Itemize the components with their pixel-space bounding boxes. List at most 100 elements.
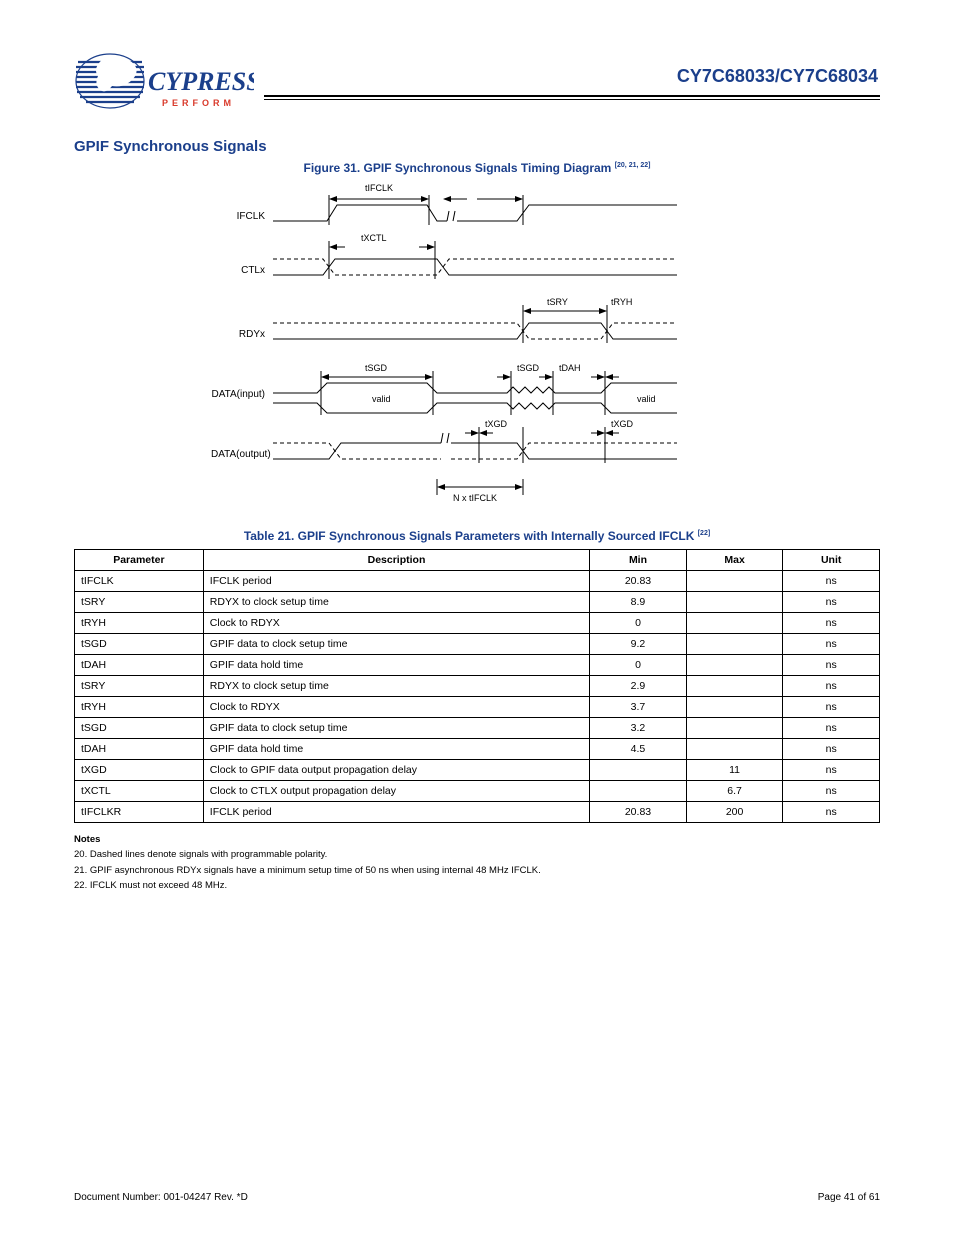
table-cell: IFCLK period bbox=[203, 571, 589, 592]
table-cell: tSGD bbox=[75, 634, 204, 655]
label-tsgd: tSGD bbox=[365, 363, 387, 373]
header-rule bbox=[264, 95, 880, 100]
label-tsry: tSRY bbox=[547, 297, 568, 307]
table-cell: 20.83 bbox=[590, 802, 687, 823]
timing-table: Parameter Description Min Max Unit tIFCL… bbox=[74, 549, 880, 823]
timing-svg: valid valid bbox=[217, 181, 737, 511]
table-cell: Clock to RDYX bbox=[203, 697, 589, 718]
signal-label-ifclk: IFCLK bbox=[211, 211, 265, 222]
table-cell: Clock to CTLX output propagation delay bbox=[203, 781, 589, 802]
table-cell: ns bbox=[783, 676, 880, 697]
table-row: tXCTLClock to CTLX output propagation de… bbox=[75, 781, 880, 802]
table-cell: GPIF data to clock setup time bbox=[203, 634, 589, 655]
label-tryh: tRYH bbox=[611, 297, 632, 307]
table-footnote-ref: [22] bbox=[698, 530, 710, 537]
footnote-20: 20. Dashed lines denote signals with pro… bbox=[74, 848, 880, 861]
label-tdah: tDAH bbox=[559, 363, 581, 373]
part-number: CY7C68033/CY7C68034 bbox=[677, 66, 878, 87]
table-header-row: Parameter Description Min Max Unit bbox=[75, 550, 880, 571]
col-unit: Unit bbox=[783, 550, 880, 571]
footnotes: Notes 20. Dashed lines denote signals wi… bbox=[74, 833, 880, 892]
table-cell: ns bbox=[783, 613, 880, 634]
table-cell bbox=[686, 592, 783, 613]
svg-text:CYPRESS: CYPRESS bbox=[148, 67, 254, 96]
table-cell: RDYX to clock setup time bbox=[203, 676, 589, 697]
signal-label-rdyx: RDYx bbox=[211, 329, 265, 340]
table-cell: tSGD bbox=[75, 718, 204, 739]
table-cell: ns bbox=[783, 718, 880, 739]
table-cell: tSRY bbox=[75, 592, 204, 613]
table-cell: GPIF data hold time bbox=[203, 739, 589, 760]
table-cell: ns bbox=[783, 634, 880, 655]
footnote-22: 22. IFCLK must not exceed 48 MHz. bbox=[74, 879, 880, 892]
table-cell bbox=[686, 718, 783, 739]
table-cell: 0 bbox=[590, 655, 687, 676]
table-cell: tIFCLK bbox=[75, 571, 204, 592]
table-cell: GPIF data to clock setup time bbox=[203, 718, 589, 739]
table-cell: tXGD bbox=[75, 760, 204, 781]
table-cell: 4.5 bbox=[590, 739, 687, 760]
table-cell bbox=[686, 739, 783, 760]
table-row: tIFCLKRIFCLK period20.83200ns bbox=[75, 802, 880, 823]
table-caption: Table 21. GPIF Synchronous Signals Param… bbox=[74, 529, 880, 543]
col-max: Max bbox=[686, 550, 783, 571]
table-cell: 3.2 bbox=[590, 718, 687, 739]
table-row: tDAHGPIF data hold time4.5 ns bbox=[75, 739, 880, 760]
label-nxtifclk: N x tIFCLK bbox=[453, 493, 497, 503]
col-description: Description bbox=[203, 550, 589, 571]
footer-doc: Document Number: 001-04247 Rev. *D bbox=[74, 1192, 248, 1203]
signal-label-datain: DATA(input) bbox=[211, 389, 265, 400]
table-cell bbox=[686, 634, 783, 655]
figure-caption: Figure 31. GPIF Synchronous Signals Timi… bbox=[74, 161, 880, 175]
cypress-logo: CYPRESS PERFORM bbox=[74, 50, 254, 124]
table-row: tDAHGPIF data hold time0 ns bbox=[75, 655, 880, 676]
label-tifclk: tIFCLK bbox=[365, 183, 393, 193]
table-cell bbox=[686, 613, 783, 634]
table-cell bbox=[590, 781, 687, 802]
table-row: tIFCLKIFCLK period20.83ns bbox=[75, 571, 880, 592]
header: CYPRESS PERFORM bbox=[74, 50, 880, 124]
svg-text:valid: valid bbox=[637, 394, 656, 404]
figure-caption-text: Figure 31. GPIF Synchronous Signals Timi… bbox=[304, 161, 612, 175]
table-cell: 200 bbox=[686, 802, 783, 823]
table-title-text: Table 21. GPIF Synchronous Signals Param… bbox=[244, 529, 695, 543]
table-cell: tIFCLKR bbox=[75, 802, 204, 823]
label-tsgd2: tSGD bbox=[517, 363, 539, 373]
label-txgd2: tXGD bbox=[611, 419, 633, 429]
signal-label-dataout: DATA(output) bbox=[211, 449, 265, 460]
table-row: tSGDGPIF data to clock setup time3.2 ns bbox=[75, 718, 880, 739]
table-cell: GPIF data hold time bbox=[203, 655, 589, 676]
table-cell: ns bbox=[783, 802, 880, 823]
figure-footnote-ref: [20, 21, 22] bbox=[615, 162, 651, 169]
table-cell: tSRY bbox=[75, 676, 204, 697]
label-txctl: tXCTL bbox=[361, 233, 387, 243]
table-cell bbox=[686, 571, 783, 592]
table-row: tXGDClock to GPIF data output propagatio… bbox=[75, 760, 880, 781]
table-cell: 6.7 bbox=[686, 781, 783, 802]
footnotes-label: Notes bbox=[74, 833, 880, 846]
table-cell: tDAH bbox=[75, 739, 204, 760]
table-cell bbox=[686, 676, 783, 697]
table-cell: 11 bbox=[686, 760, 783, 781]
table-cell: ns bbox=[783, 739, 880, 760]
table-cell bbox=[686, 697, 783, 718]
table-cell: 9.2 bbox=[590, 634, 687, 655]
col-parameter: Parameter bbox=[75, 550, 204, 571]
table-cell bbox=[686, 655, 783, 676]
col-min: Min bbox=[590, 550, 687, 571]
table-cell: ns bbox=[783, 655, 880, 676]
table-cell: tDAH bbox=[75, 655, 204, 676]
table-cell: Clock to GPIF data output propagation de… bbox=[203, 760, 589, 781]
table-cell: ns bbox=[783, 592, 880, 613]
signal-label-ctlx: CTLx bbox=[211, 265, 265, 276]
label-txgd: tXGD bbox=[485, 419, 507, 429]
table-cell: Clock to RDYX bbox=[203, 613, 589, 634]
table-cell: tRYH bbox=[75, 697, 204, 718]
table-cell: RDYX to clock setup time bbox=[203, 592, 589, 613]
svg-text:valid: valid bbox=[372, 394, 391, 404]
footnote-21: 21. GPIF asynchronous RDYx signals have … bbox=[74, 864, 880, 877]
table-cell: tRYH bbox=[75, 613, 204, 634]
table-cell: 2.9 bbox=[590, 676, 687, 697]
table-cell: 20.83 bbox=[590, 571, 687, 592]
table-cell: tXCTL bbox=[75, 781, 204, 802]
